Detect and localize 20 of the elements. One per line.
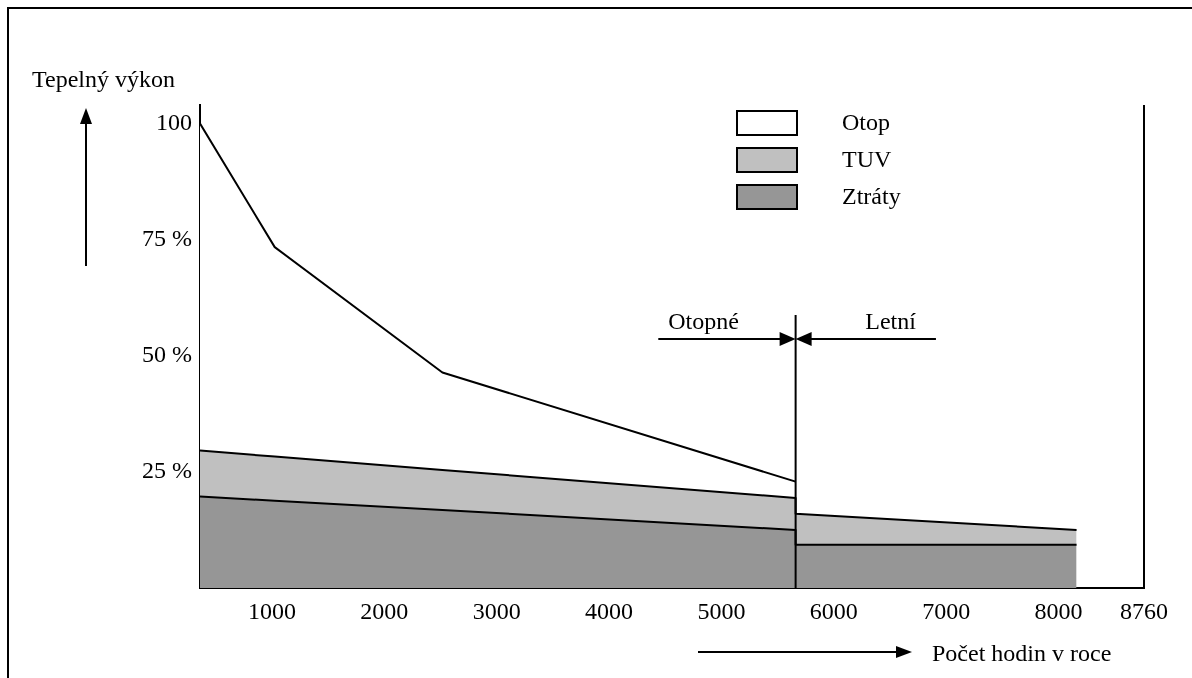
y-tick-label: 100 [156,108,192,135]
legend-label: TUV [842,146,892,173]
x-axis-title: Počet hodin v roce [932,640,1112,667]
annotation: Letní [865,308,917,335]
x-tick-label: 1000 [247,597,296,624]
y-tick-label: 50 % [142,341,192,368]
y-tick-label: 25 % [142,457,192,484]
x-tick-label: 8760 [1120,597,1168,624]
annotation: Otopné [668,308,739,335]
x-tick-label: 2000 [360,597,409,624]
x-tick-label: 5000 [697,597,746,624]
x-tick-label: 6000 [809,597,858,624]
x-tick-label: 3000 [472,597,521,624]
legend-label: Otop [842,109,890,136]
x-tick-label: 4000 [585,597,634,624]
y-axis-title: Tepelný výkon [32,66,175,93]
x-tick-label: 7000 [922,597,971,624]
legend-label: Ztráty [842,183,901,210]
y-tick-label: 75 % [142,224,192,251]
x-tick-label: 8000 [1034,597,1083,624]
